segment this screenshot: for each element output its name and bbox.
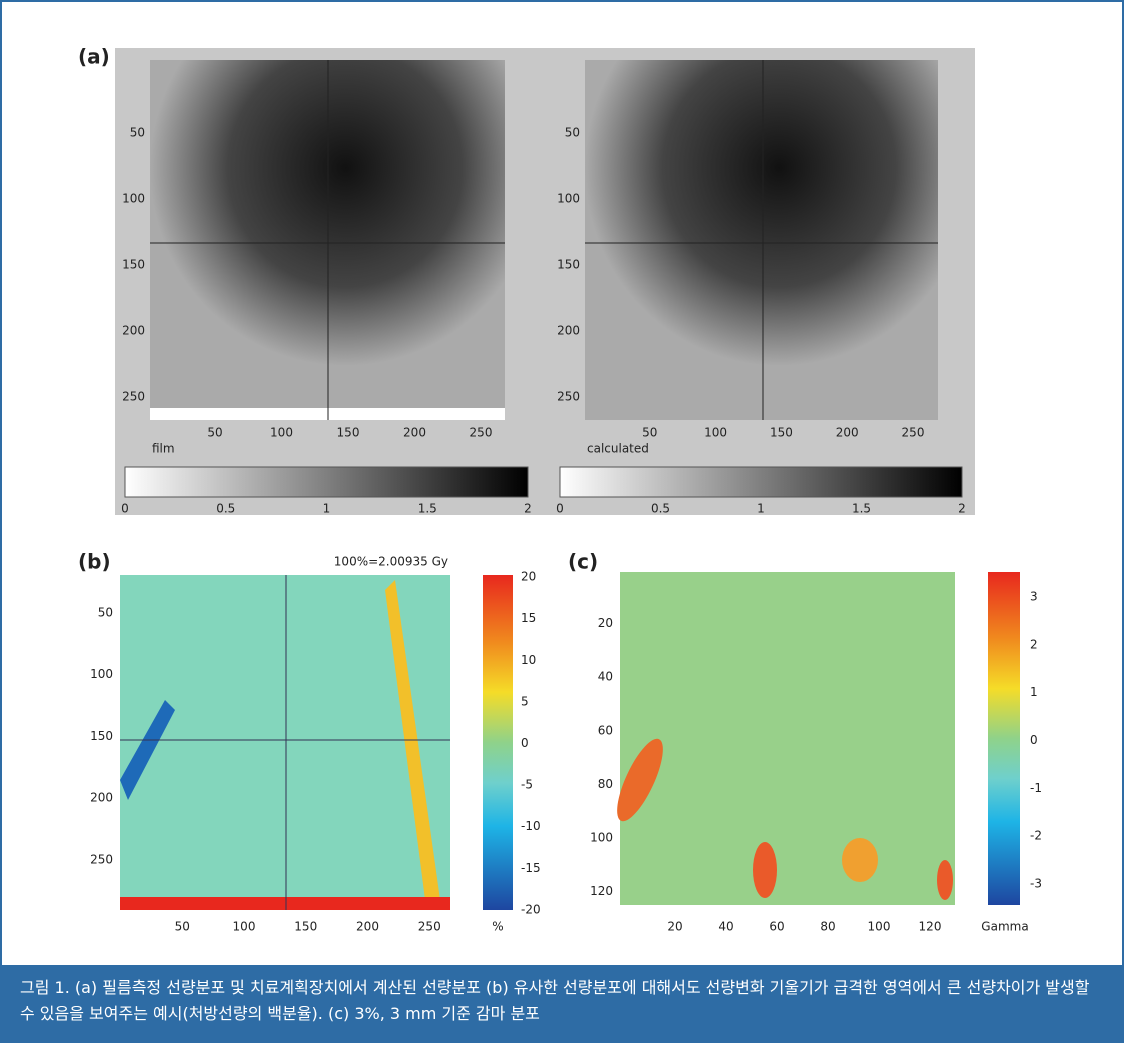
tick-label: 200 <box>836 426 859 440</box>
tick-label: 20 <box>598 616 613 630</box>
panel-label: (a) <box>78 45 110 69</box>
image-title: film <box>152 442 175 456</box>
colorbar <box>560 467 962 497</box>
tick-label: 0.5 <box>651 502 670 516</box>
tick-label: 40 <box>718 920 733 934</box>
tick-label: 200 <box>557 324 580 338</box>
gamma-spot <box>753 842 777 898</box>
colorbar <box>988 572 1020 905</box>
tick-label: 50 <box>98 605 113 619</box>
tick-label: 150 <box>294 920 317 934</box>
tick-label: 0 <box>556 502 564 516</box>
tick-label: 100 <box>557 192 580 206</box>
colorbar-unit: % <box>492 920 503 934</box>
tick-label: 1 <box>1030 685 1038 699</box>
tick-label: 2 <box>1030 637 1038 651</box>
figure-svg: (a) film calculated (b) 100%=2.00935 Gy … <box>0 0 1124 1043</box>
tick-label: 250 <box>90 852 113 866</box>
tick-label: 10 <box>521 653 536 667</box>
colorbar <box>125 467 528 497</box>
tick-label: 15 <box>521 611 536 625</box>
tick-label: 250 <box>902 426 925 440</box>
tick-label: 40 <box>598 670 613 684</box>
tick-label: 60 <box>769 920 784 934</box>
tick-label: 150 <box>337 426 360 440</box>
colorbar <box>483 575 513 910</box>
tick-label: 60 <box>598 723 613 737</box>
tick-label: -3 <box>1030 876 1042 890</box>
tick-label: 0.5 <box>216 502 235 516</box>
tick-label: -15 <box>521 861 541 875</box>
gamma-spot <box>937 860 953 900</box>
tick-label: 2 <box>958 502 966 516</box>
tick-label: 100 <box>868 920 891 934</box>
note: 100%=2.00935 Gy <box>334 555 448 569</box>
tick-label: 80 <box>820 920 835 934</box>
tick-label: 250 <box>470 426 493 440</box>
caption: 그림 1. (a) 필름측정 선량분포 및 치료계획장치에서 계산된 선량분포 … <box>0 965 1124 1043</box>
tick-label: 250 <box>122 390 145 404</box>
tick-label: 100 <box>704 426 727 440</box>
tick-label: 200 <box>122 324 145 338</box>
tick-label: 150 <box>770 426 793 440</box>
tick-label: -1 <box>1030 781 1042 795</box>
gamma-image <box>620 572 955 905</box>
tick-label: 0 <box>1030 733 1038 747</box>
tick-label: 150 <box>122 258 145 272</box>
tick-label: 200 <box>90 791 113 805</box>
gamma-spot <box>842 838 878 882</box>
tick-label: -5 <box>521 778 533 792</box>
image-title: calculated <box>587 442 649 456</box>
diff-edge <box>120 897 450 910</box>
tick-label: -20 <box>521 902 541 916</box>
tick-label: 100 <box>90 667 113 681</box>
tick-label: 80 <box>598 777 613 791</box>
tick-label: 100 <box>590 831 613 845</box>
tick-label: 150 <box>90 729 113 743</box>
tick-label: 2 <box>524 502 532 516</box>
tick-label: 150 <box>557 258 580 272</box>
tick-label: 1.5 <box>852 502 871 516</box>
tick-label: 50 <box>642 426 657 440</box>
tick-label: 50 <box>565 126 580 140</box>
tick-label: 250 <box>557 390 580 404</box>
tick-label: 50 <box>130 126 145 140</box>
tick-label: 120 <box>590 884 613 898</box>
tick-label: 0 <box>521 736 529 750</box>
tick-label: 50 <box>207 426 222 440</box>
tick-label: 250 <box>418 920 441 934</box>
tick-label: 3 <box>1030 590 1038 604</box>
tick-label: 20 <box>521 570 536 584</box>
tick-label: 120 <box>919 920 942 934</box>
tick-label: 0 <box>121 502 129 516</box>
tick-label: 5 <box>521 694 529 708</box>
tick-label: -10 <box>521 819 541 833</box>
tick-label: -2 <box>1030 829 1042 843</box>
tick-label: 1.5 <box>418 502 437 516</box>
panel-label: (c) <box>568 550 598 574</box>
tick-label: 50 <box>175 920 190 934</box>
figure: (a) film calculated (b) 100%=2.00935 Gy … <box>0 0 1124 1043</box>
tick-label: 20 <box>667 920 682 934</box>
calc-image <box>585 60 938 420</box>
panel-label: (b) <box>78 550 111 574</box>
colorbar-unit: Gamma <box>981 920 1028 934</box>
tick-label: 200 <box>403 426 426 440</box>
tick-label: 1 <box>323 502 331 516</box>
tick-label: 200 <box>356 920 379 934</box>
tick-label: 100 <box>122 192 145 206</box>
tick-label: 100 <box>233 920 256 934</box>
tick-label: 1 <box>757 502 765 516</box>
tick-label: 100 <box>270 426 293 440</box>
